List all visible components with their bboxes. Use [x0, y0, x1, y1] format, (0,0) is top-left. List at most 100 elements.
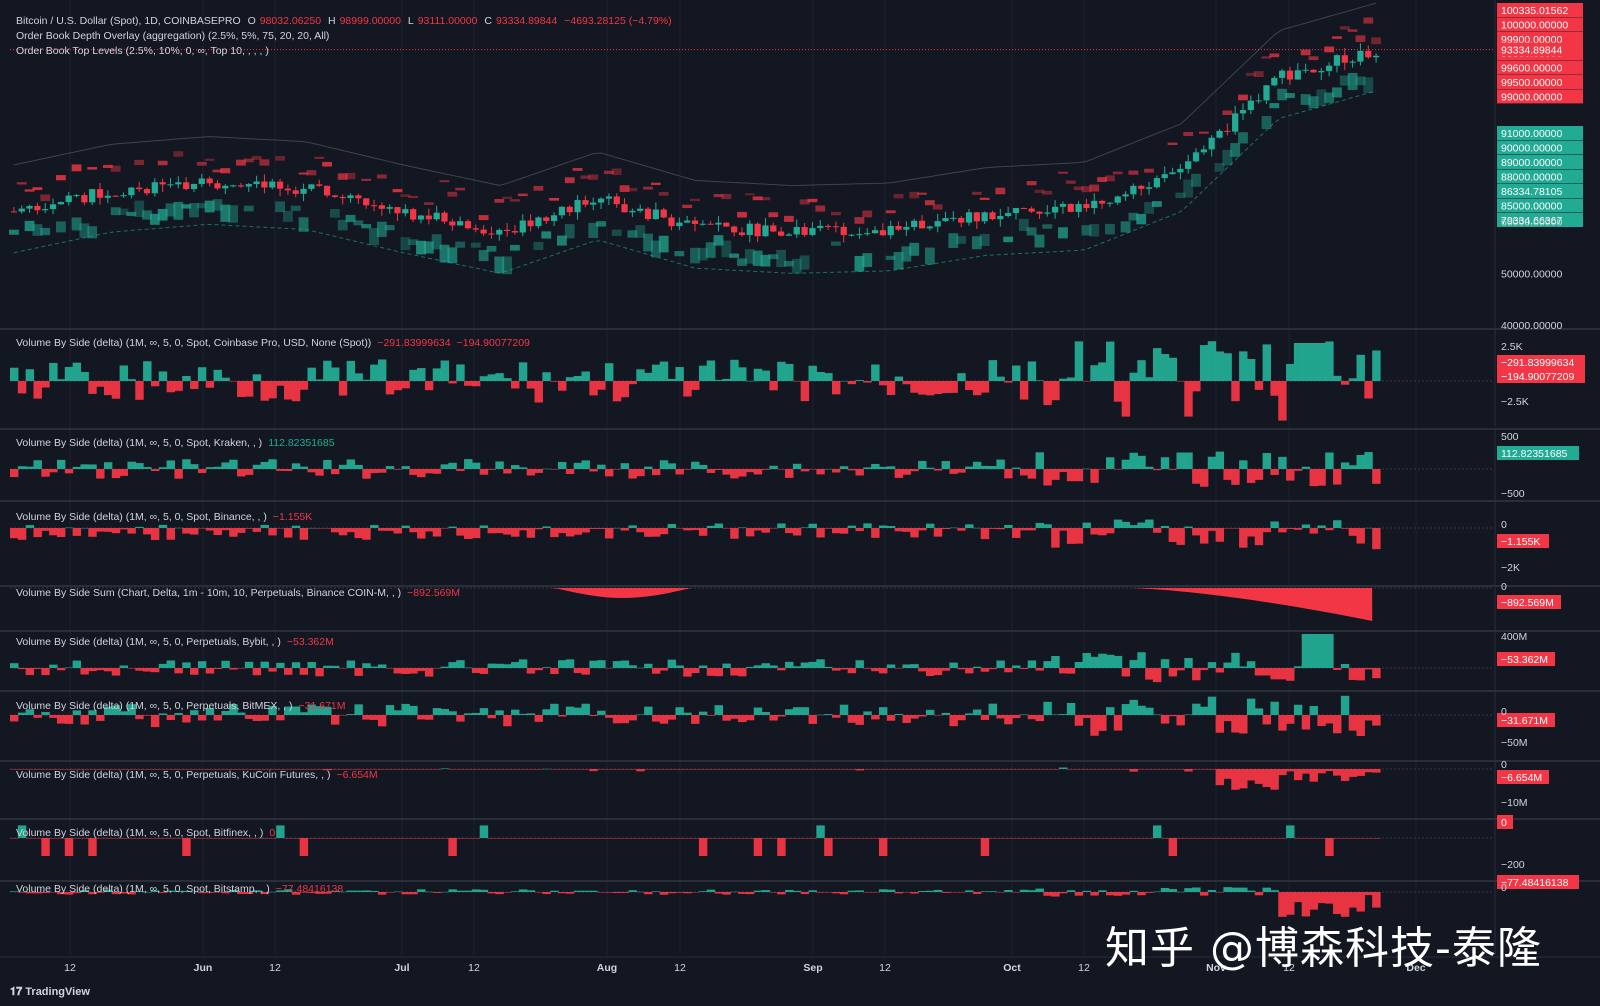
bid-level	[40, 227, 51, 236]
delta-bar	[244, 661, 254, 668]
delta-bar	[1340, 381, 1350, 385]
delta-bar	[745, 380, 755, 382]
pane-label-binance-coinm[interactable]: Volume By Side Sum (Chart, Delta, 1m - 1…	[16, 587, 460, 599]
pane-label-bitstamp[interactable]: Volume By Side (delta) (1M, ∞, 5, 0, Spo…	[16, 883, 344, 895]
delta-bar	[792, 528, 802, 536]
delta-bar	[338, 668, 348, 669]
delta-bar	[925, 523, 935, 528]
delta-bar	[1348, 465, 1358, 469]
delta-bar	[1254, 381, 1264, 390]
current-price-label: 93334.89844	[1497, 42, 1583, 57]
delta-bar	[597, 464, 606, 469]
delta-bar	[56, 769, 66, 770]
delta-bar	[1059, 838, 1068, 839]
delta-bar	[10, 367, 19, 381]
pane-label-bitfinex[interactable]: Volume By Side (delta) (1M, ∞, 5, 0, Spo…	[16, 827, 276, 839]
delta-bar	[714, 838, 723, 839]
pane-label-binance[interactable]: Volume By Side (delta) (1M, ∞, 5, 0, Spo…	[16, 511, 313, 523]
delta-bar	[503, 715, 512, 727]
bid-level	[627, 230, 638, 238]
pane-label-bybit[interactable]: Volume By Side (delta) (1M, ∞, 5, 0, Per…	[16, 636, 334, 648]
delta-bar	[792, 769, 802, 770]
delta-bar	[667, 463, 677, 469]
pane-label-coinbase[interactable]: Volume By Side (delta) (1M, ∞, 5, 0, Spo…	[16, 337, 530, 349]
delta-bar	[448, 462, 457, 469]
candle	[691, 220, 699, 224]
bid-level	[658, 235, 669, 253]
delta-bar	[918, 668, 927, 672]
delta-bar	[800, 662, 810, 668]
delta-bar	[401, 525, 410, 528]
delta-bar	[604, 838, 614, 839]
indicator-top-levels[interactable]: Order Book Top Levels (2.5%, 10%, 0, ∞, …	[16, 45, 269, 57]
delta-bar	[1262, 344, 1271, 381]
bid-level	[1308, 96, 1319, 109]
delta-bar	[143, 838, 152, 839]
pane-label-kraken[interactable]: Volume By Side (delta) (1M, ∞, 5, 0, Spo…	[16, 437, 335, 449]
ask-level	[110, 165, 121, 172]
delta-bar	[213, 892, 222, 893]
delta-bar	[612, 892, 622, 893]
candle	[151, 182, 158, 194]
delta-bar	[714, 523, 723, 528]
delta-bar	[1231, 769, 1240, 790]
tradingview-logo[interactable]: 𝟏𝟕 TradingView	[10, 986, 90, 998]
bid-level	[885, 255, 896, 260]
delta-bar	[495, 769, 504, 770]
delta-bar	[886, 838, 896, 839]
delta-bar	[1059, 528, 1068, 531]
svg-text:112.82351685: 112.82351685	[1501, 448, 1568, 460]
depth-overlay	[9, 17, 1381, 275]
indicator-depth-overlay[interactable]: Order Book Depth Overlay (aggregation) (…	[16, 30, 330, 42]
delta-bar	[56, 715, 66, 724]
delta-bar	[910, 715, 919, 719]
delta-bar	[1246, 359, 1256, 381]
delta-bar	[980, 528, 990, 540]
delta-bar	[1074, 661, 1084, 668]
delta-bar	[1035, 715, 1044, 722]
delta-bar	[824, 892, 833, 893]
delta-bar	[456, 660, 465, 668]
delta-bar	[237, 712, 246, 715]
pane-label-bitmex[interactable]: Volume By Side (delta) (1M, ∞, 5, 0, Per…	[16, 700, 346, 712]
delta-bar	[636, 714, 645, 715]
delta-bar	[237, 528, 246, 533]
delta-bar	[103, 462, 113, 469]
delta-bar	[424, 469, 434, 474]
delta-bar	[291, 525, 301, 528]
delta-bar	[409, 528, 418, 533]
delta-bar	[832, 668, 841, 671]
candle	[1083, 204, 1090, 209]
time-tick-label: Dec	[1406, 962, 1425, 974]
delta-bar	[691, 769, 700, 770]
delta-bar	[1082, 522, 1091, 528]
bid-level	[408, 239, 419, 245]
delta-bar	[166, 838, 175, 839]
delta-bar	[205, 769, 215, 770]
delta-bar	[487, 715, 496, 719]
delta-bar	[276, 769, 285, 770]
delta-bar	[1231, 838, 1240, 839]
delta-bar	[894, 528, 904, 532]
delta-bar	[769, 892, 778, 893]
pane-label-kucoin[interactable]: Volume By Side (delta) (1M, ∞, 5, 0, Per…	[16, 769, 378, 781]
delta-bar	[323, 460, 332, 469]
delta-bar	[299, 892, 309, 893]
pane-tick-label: −50M	[1501, 737, 1528, 749]
delta-bar	[432, 528, 442, 537]
delta-bar	[565, 528, 575, 537]
delta-bar	[64, 715, 74, 724]
delta-bar	[636, 891, 645, 893]
delta-bar	[1199, 668, 1209, 671]
delta-bar	[1215, 715, 1225, 733]
delta-bar	[1168, 668, 1178, 677]
delta-bar	[933, 769, 943, 770]
delta-bar	[291, 463, 301, 469]
delta-bar	[143, 361, 152, 381]
delta-bar	[1137, 769, 1146, 770]
buy-level-label: 85000.00000	[1497, 198, 1583, 213]
delta-bar	[127, 838, 136, 839]
delta-bar	[479, 469, 489, 475]
delta-bar	[518, 838, 528, 839]
